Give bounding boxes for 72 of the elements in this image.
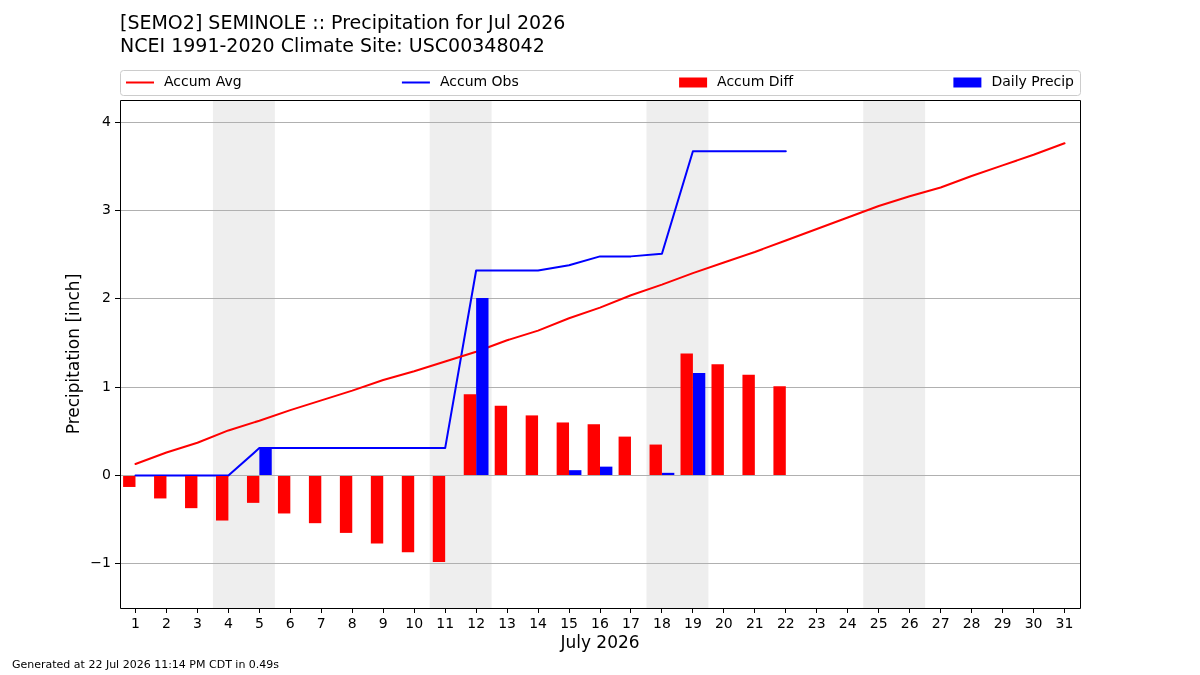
bar xyxy=(154,475,167,499)
x-tick-label: 30 xyxy=(1024,615,1043,632)
x-tick-label: 10 xyxy=(405,615,424,632)
x-tick-label: 18 xyxy=(653,615,671,632)
x-tick-label: 7 xyxy=(316,615,326,632)
x-tick-label: 9 xyxy=(378,615,388,632)
x-tick-label: 11 xyxy=(436,615,455,632)
x-tick-label: 6 xyxy=(285,615,295,632)
bar xyxy=(216,475,229,521)
x-tick-label: 13 xyxy=(498,615,517,632)
x-tick-label: 5 xyxy=(254,615,264,632)
bar xyxy=(185,475,198,509)
x-tick-label: 12 xyxy=(467,615,486,632)
x-tick-label: 31 xyxy=(1055,615,1074,632)
bar xyxy=(277,475,291,514)
legend-label: Accum Avg xyxy=(164,73,242,90)
bar xyxy=(463,394,477,475)
bar xyxy=(711,364,724,475)
y-tick-label: 0 xyxy=(102,466,111,483)
bar xyxy=(618,436,631,475)
x-tick-label: 15 xyxy=(560,615,578,632)
bar xyxy=(680,353,693,475)
x-tick-label: 3 xyxy=(192,615,202,632)
bar xyxy=(773,386,786,475)
x-tick-label: 25 xyxy=(869,615,888,632)
bar xyxy=(525,415,539,475)
legend-label: Daily Precip xyxy=(991,73,1075,90)
x-tick-label: 28 xyxy=(962,615,981,632)
y-tick-label: 4 xyxy=(102,112,112,129)
chart-subtitle: NCEI 1991-2020 Climate Site: USC00348042 xyxy=(120,33,545,56)
y-tick-label: 1 xyxy=(102,377,111,394)
bar xyxy=(692,373,706,475)
x-tick-label: 4 xyxy=(223,615,233,632)
text: Generated at 22 Jul 2026 11:14 PM CDT in 0.49s xyxy=(12,657,280,671)
legend-label: Accum Obs xyxy=(439,73,519,90)
bar xyxy=(649,444,662,475)
y-tick-label: 2 xyxy=(102,289,111,306)
x-tick-label: 24 xyxy=(838,615,857,632)
x-tick-label: 19 xyxy=(683,615,702,632)
x-tick-label: 14 xyxy=(529,615,548,632)
x-tick-label: 20 xyxy=(714,615,733,632)
bar xyxy=(246,475,260,503)
x-tick-label: 16 xyxy=(591,615,609,632)
bar xyxy=(339,475,353,533)
x-tick-label: 2 xyxy=(161,615,171,632)
x-tick-label: 8 xyxy=(347,615,357,632)
bar xyxy=(494,405,508,475)
bar xyxy=(308,475,322,524)
bar xyxy=(600,466,613,475)
x-tick-label: 29 xyxy=(993,615,1012,632)
y-axis-title: Precipitation [inch] xyxy=(62,273,83,435)
bar xyxy=(370,475,384,544)
bar xyxy=(123,475,136,487)
x-tick-label: 26 xyxy=(900,615,919,632)
y-tick-label: 3 xyxy=(102,201,111,218)
x-tick-label: 22 xyxy=(776,615,795,632)
x-axis-title: July 2026 xyxy=(559,632,640,653)
x-tick-label: 17 xyxy=(622,615,640,632)
bar xyxy=(556,422,570,475)
x-tick-label: 23 xyxy=(807,615,826,632)
bar xyxy=(476,297,489,475)
bar xyxy=(401,475,415,553)
chart-title: [SEMO2] SEMINOLE :: Precipitation for Jul 2026 xyxy=(120,10,566,33)
bar xyxy=(742,374,755,475)
y-tick-label: −1 xyxy=(90,554,111,571)
x-tick-label: 21 xyxy=(745,615,764,632)
bar xyxy=(432,475,446,563)
bar xyxy=(569,470,582,475)
x-tick-label: 1 xyxy=(131,615,140,632)
bar xyxy=(587,424,600,475)
x-tick-label: 27 xyxy=(931,615,950,632)
legend-label: Accum Diff xyxy=(717,73,794,90)
